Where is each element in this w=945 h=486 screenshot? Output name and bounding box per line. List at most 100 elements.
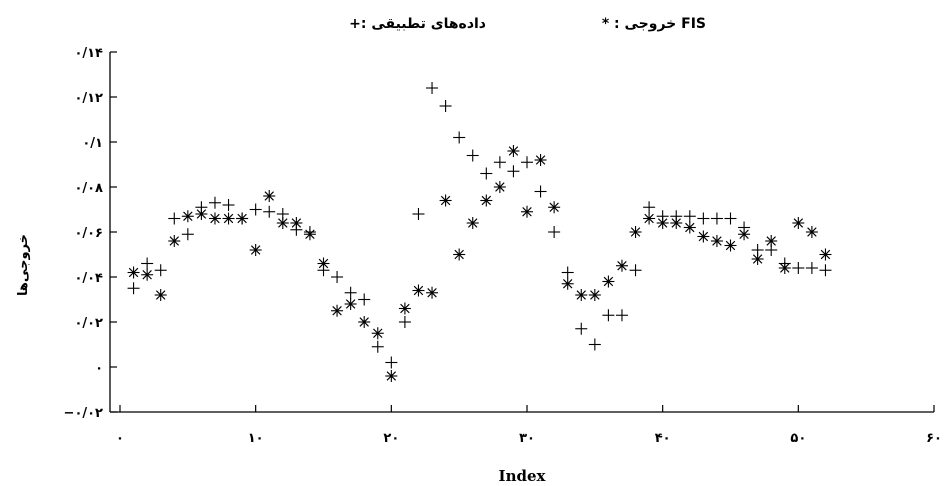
- plus-marker: [154, 264, 167, 277]
- plus-marker: [710, 212, 723, 225]
- plus-marker: [141, 257, 154, 270]
- plus-marker: [168, 212, 181, 225]
- asterisk-marker: [507, 145, 520, 157]
- asterisk-marker: [412, 284, 425, 297]
- asterisk-marker: [588, 289, 601, 301]
- asterisk-marker: [534, 154, 547, 166]
- x-tick-label: ۲۰: [383, 431, 399, 446]
- asterisk-marker: [154, 289, 167, 301]
- plus-marker: [602, 309, 615, 322]
- asterisk-marker: [548, 201, 561, 214]
- x-tick-label: ۳۰: [519, 431, 535, 446]
- y-tick-label: ۰/۰۲: [74, 316, 103, 331]
- asterisk-marker: [493, 181, 506, 193]
- asterisk-marker: [765, 235, 778, 247]
- asterisk-marker: [127, 266, 140, 279]
- plus-marker: [493, 156, 506, 169]
- plus-marker: [426, 82, 439, 94]
- x-tick-label: ۱۰: [248, 431, 264, 446]
- plus-marker: [778, 257, 791, 270]
- asterisk-marker: [263, 190, 276, 202]
- plus-marker: [656, 210, 669, 223]
- plus-marker: [358, 293, 371, 306]
- legend-applied-data: +: داده‌های تطبیقی: [349, 16, 486, 32]
- y-tick-label: ۰/۱۴: [74, 46, 103, 61]
- y-tick-label: ۰/۰۸: [74, 181, 103, 196]
- asterisk-marker: [805, 226, 818, 238]
- asterisk-marker: [168, 235, 181, 247]
- asterisk-marker: [602, 275, 615, 288]
- plus-marker: [263, 205, 276, 218]
- plus-marker: [303, 226, 316, 238]
- plus-marker: [805, 262, 818, 274]
- axis-ticks: [110, 51, 935, 413]
- plus-marker: [276, 208, 289, 220]
- y-tick-label: ۰: [95, 361, 103, 376]
- plus-marker: [290, 223, 303, 236]
- y-tick-label: ۰/۰۶: [74, 226, 103, 241]
- asterisk-marker: [222, 212, 235, 225]
- x-tick-label: ۵۰: [790, 431, 806, 446]
- asterisk-marker: [358, 316, 371, 328]
- asterisk-marker: [141, 268, 154, 281]
- plus-marker: [466, 149, 479, 162]
- asterisk-marker: [439, 194, 452, 207]
- plus-marker: [615, 309, 628, 322]
- plus-marker: [561, 266, 574, 279]
- asterisk-marker: [466, 217, 479, 229]
- plus-marker: [819, 264, 832, 277]
- asterisk-marker: [629, 226, 642, 238]
- plus-marker: [643, 201, 656, 214]
- plus-marker: [629, 264, 642, 277]
- plus-marker: [751, 244, 764, 256]
- plus-marker: [738, 221, 751, 234]
- plus-marker: [344, 286, 357, 299]
- asterisk-marker: [751, 253, 764, 265]
- asterisk-marker: [561, 277, 574, 290]
- plus-marker: [127, 282, 140, 295]
- plus-marker: [195, 201, 208, 214]
- asterisk-marker: [331, 304, 344, 317]
- asterisk-marker: [697, 230, 710, 243]
- x-tick-label: ۴۰: [655, 431, 671, 446]
- plus-marker: [181, 228, 194, 241]
- asterisk-marker: [208, 212, 221, 225]
- asterisk-marker: [398, 302, 411, 315]
- data-markers: [127, 82, 832, 382]
- plus-marker: [575, 322, 588, 335]
- asterisk-marker: [710, 235, 723, 247]
- asterisk-marker: [317, 257, 330, 270]
- asterisk-marker: [385, 370, 398, 382]
- plus-marker: [765, 244, 778, 256]
- asterisk-marker: [480, 194, 493, 207]
- asterisk-marker: [453, 248, 466, 261]
- x-tick-label: ۶۰: [926, 431, 942, 446]
- x-axis-title: Index: [499, 467, 547, 485]
- asterisk-marker: [181, 210, 194, 223]
- plus-marker: [412, 208, 425, 220]
- y-tick-label: ۰/۱۲: [74, 91, 103, 106]
- asterisk-marker: [819, 248, 832, 261]
- asterisk-marker: [290, 217, 303, 229]
- y-tick-label: ۰/۱: [82, 136, 103, 151]
- plus-marker: [521, 156, 533, 169]
- plus-marker: [548, 226, 561, 238]
- asterisk-marker: [371, 327, 384, 340]
- y-tick-label: ۰/۰۴: [74, 271, 103, 286]
- plus-marker: [222, 199, 235, 211]
- plus-marker: [588, 338, 601, 351]
- plus-marker: [236, 212, 249, 225]
- plus-marker: [249, 203, 262, 216]
- plus-marker: [371, 340, 384, 353]
- asterisk-marker: [683, 221, 696, 234]
- asterisk-marker: [575, 289, 588, 301]
- asterisk-marker: [615, 259, 628, 272]
- plus-marker: [317, 264, 330, 277]
- plus-marker: [697, 212, 710, 225]
- plus-marker: [534, 185, 547, 198]
- y-axis-title: خروجی‌ها: [16, 234, 31, 296]
- plus-marker: [507, 165, 520, 178]
- plus-marker: [683, 210, 696, 223]
- asterisk-marker: [249, 244, 262, 256]
